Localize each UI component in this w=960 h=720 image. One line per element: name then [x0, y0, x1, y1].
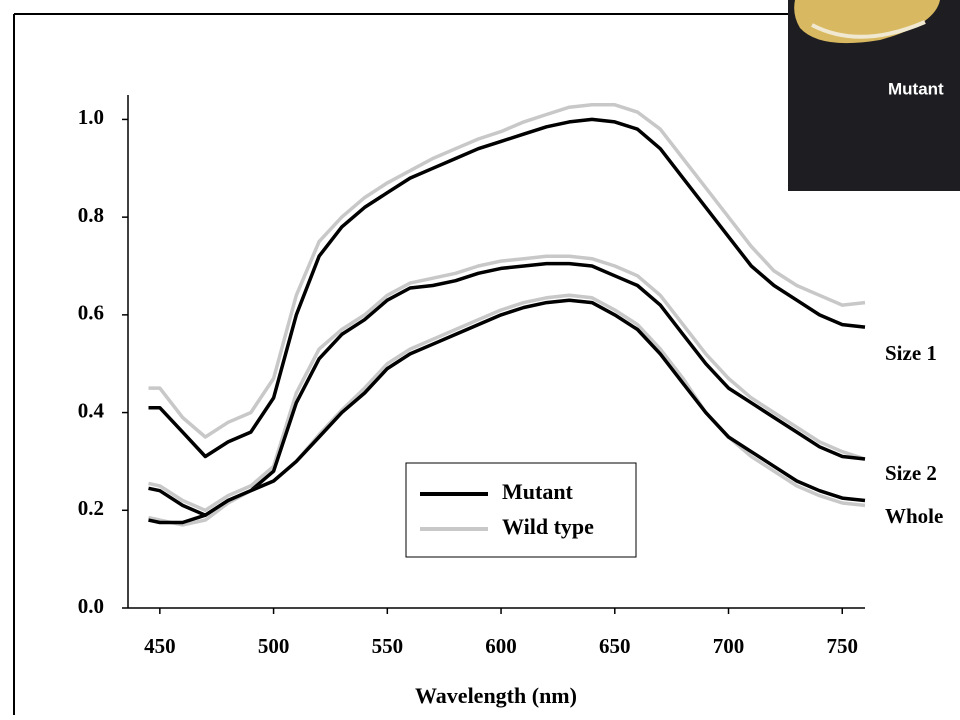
y-tick-label: 0.4 — [78, 398, 105, 422]
x-tick-label: 650 — [599, 634, 631, 658]
group-label: Size 2 — [885, 461, 937, 485]
spectrum-line — [148, 103, 866, 439]
group-label: Whole — [885, 504, 943, 528]
x-tick-label: 450 — [144, 634, 176, 658]
y-tick-label: 0.6 — [78, 301, 104, 325]
spectrum-line — [148, 117, 866, 459]
spectrum-line — [148, 254, 866, 513]
x-tick-label: 600 — [485, 634, 517, 658]
legend-label: Wild type — [502, 514, 594, 539]
inset-label: Mutant — [888, 79, 944, 98]
legend-box — [405, 462, 637, 558]
x-axis-title: Wavelength (nm) — [415, 683, 577, 708]
y-tick-label: 0.8 — [78, 203, 104, 227]
photo-seed-edge — [811, 20, 926, 39]
spectrum-line — [148, 298, 866, 525]
y-tick-label: 0.0 — [78, 594, 104, 618]
spectrum-line — [148, 261, 866, 517]
y-tick-label: 1.0 — [78, 105, 104, 129]
group-label: Size 1 — [885, 341, 937, 365]
legend: Mutant Wild type — [405, 462, 637, 558]
x-tick-label: 700 — [713, 634, 745, 658]
y-tick-label: 0.2 — [78, 496, 104, 520]
x-tick-label: 750 — [827, 634, 859, 658]
x-tick-label: 550 — [372, 634, 404, 658]
inset-photo: Mutant — [788, 0, 960, 191]
x-tick-label: 500 — [258, 634, 290, 658]
legend-label: Mutant — [502, 479, 574, 504]
